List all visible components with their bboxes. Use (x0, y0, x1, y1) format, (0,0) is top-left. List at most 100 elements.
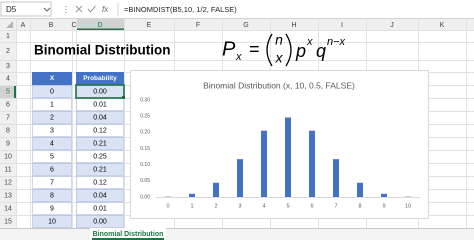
enter-icon[interactable] (87, 5, 96, 13)
table-cell (32, 137, 72, 150)
y-tick-label: 0.10 (140, 162, 150, 168)
x-tick-label: 1 (190, 203, 193, 209)
eq-paren-left (266, 33, 273, 67)
row-header[interactable]: 8 (6, 127, 10, 134)
bar (381, 193, 387, 197)
row-header-bar (0, 30, 16, 228)
sheet-tab[interactable]: Binomial Distribution (93, 231, 164, 238)
table-cell (76, 111, 124, 124)
column-header-bar (0, 19, 474, 30)
column-header[interactable]: E (147, 22, 152, 29)
bar (213, 182, 219, 197)
fx-label[interactable]: fx (102, 5, 109, 14)
table-cell (76, 202, 124, 215)
column-header[interactable]: D (97, 22, 102, 29)
column-header[interactable]: G (243, 22, 248, 29)
name-box-arrow[interactable] (43, 7, 51, 12)
table-value: 1 (50, 101, 54, 108)
table-value: 0.21 (93, 140, 107, 147)
chart-title: Binomial Distribution (x, 10, 0.5, FALSE… (203, 80, 355, 90)
table-cell (32, 189, 72, 202)
row-header[interactable]: 2 (6, 48, 10, 55)
y-tick-label: 0.20 (140, 130, 150, 136)
select-all-corner[interactable] (6, 21, 13, 28)
row-header[interactable]: 9 (6, 140, 10, 147)
row-header[interactable]: 12 (4, 179, 12, 186)
table-cell (32, 111, 72, 124)
cancel-icon[interactable] (75, 5, 83, 13)
table-cell (32, 163, 72, 176)
table-value: 0.12 (93, 127, 107, 134)
formula-bar (0, 0, 474, 19)
name-box[interactable] (0, 1, 52, 17)
row-header[interactable]: 3 (6, 63, 10, 70)
table-cell (32, 85, 72, 98)
table-value: 0.04 (93, 114, 107, 121)
x-tick-label: 6 (310, 203, 313, 209)
name-box-value: D5 (6, 5, 17, 14)
row-header[interactable]: 14 (4, 205, 12, 212)
row-header[interactable]: 13 (4, 192, 12, 199)
x-tick-label: 4 (262, 203, 265, 209)
column-header[interactable]: C (71, 22, 76, 29)
table-value: 0.00 (93, 88, 107, 95)
table-cell (76, 176, 124, 189)
row-header[interactable]: 10 (4, 153, 12, 160)
formula-text: =BINOMDIST(B5,10, 1/2, FALSE) (124, 5, 237, 14)
row-header[interactable]: 1 (6, 33, 10, 40)
column-header[interactable]: F (196, 22, 200, 29)
eq-n: n (275, 32, 283, 48)
fill-handle[interactable] (122, 96, 125, 99)
bar (285, 117, 291, 197)
chart-area (130, 70, 429, 219)
active-row-header (0, 85, 16, 98)
y-tick-label: 0.25 (140, 113, 150, 119)
column-header[interactable]: I (341, 22, 343, 29)
table-value: 5 (50, 153, 54, 160)
table-value: 10 (48, 218, 56, 225)
table-cell (76, 137, 124, 150)
x-tick-label: 5 (286, 203, 289, 209)
tab-bar (0, 228, 474, 240)
table-cell (32, 176, 72, 189)
table-cell (76, 124, 124, 137)
eq-q: q (316, 41, 326, 61)
sheet-title: Binomial Distribution (34, 43, 171, 58)
column-header[interactable]: A (21, 22, 26, 29)
sheet-tab-bg[interactable] (90, 228, 166, 240)
table-cell (76, 163, 124, 176)
row-header[interactable]: 7 (6, 114, 10, 121)
table-cell (32, 98, 72, 111)
row-header[interactable]: 11 (4, 166, 11, 173)
table-value: 0 (50, 88, 54, 95)
table-cell (32, 202, 72, 215)
row-header[interactable]: 15 (4, 218, 12, 225)
table-value: 6 (50, 166, 54, 173)
table-cell (32, 215, 72, 228)
eq-pexp: x (306, 36, 313, 48)
x-tick-label: 9 (382, 203, 385, 209)
table-header-cell (76, 72, 124, 85)
table-value: 7 (50, 179, 54, 186)
table-cell (76, 189, 124, 202)
table-value: 0.21 (93, 166, 107, 173)
eq-pp: p (295, 41, 306, 61)
table-value: 0.12 (93, 179, 107, 186)
column-header[interactable]: J (390, 22, 394, 29)
column-header[interactable]: H (291, 22, 296, 29)
column-header[interactable]: B (49, 22, 54, 29)
eq-k: x (275, 50, 284, 66)
bar (261, 130, 267, 197)
active-cell[interactable] (75, 84, 125, 99)
y-tick-label: 0.00 (140, 194, 150, 200)
row-header[interactable]: 4 (6, 75, 10, 82)
y-tick-label: 0.15 (140, 146, 150, 152)
row-header[interactable]: 5 (6, 88, 10, 95)
eq-qexp: n−x (327, 36, 346, 48)
x-tick-label: 2 (214, 203, 217, 209)
y-tick-label: 0.30 (140, 97, 150, 103)
row-header[interactable]: 6 (6, 101, 10, 108)
column-header[interactable]: K (440, 22, 445, 29)
x-tick-label: 10 (405, 203, 411, 209)
table-value: 0.25 (93, 153, 107, 160)
